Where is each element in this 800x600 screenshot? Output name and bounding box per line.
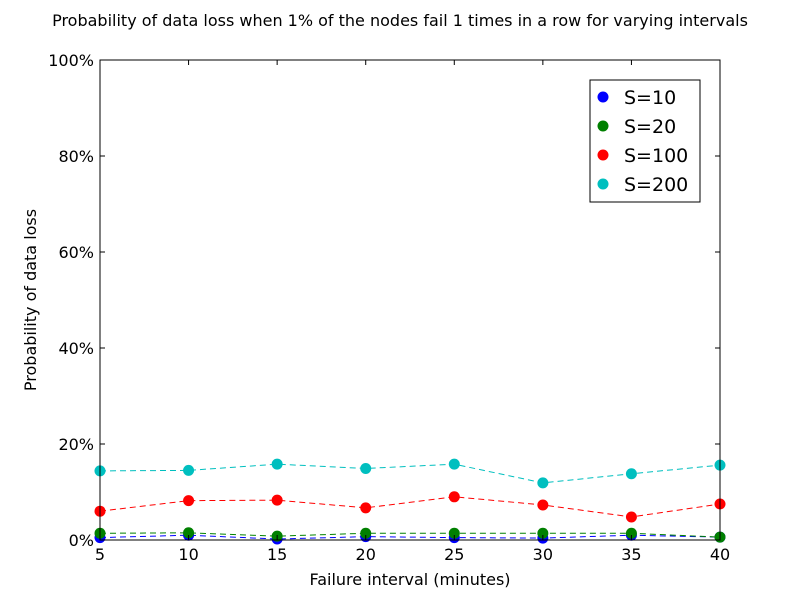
series-line-s-10: [99, 534, 721, 540]
legend-label-s-200: S=200: [624, 174, 688, 196]
data-point-s-100: [360, 502, 372, 514]
series-layer: [94, 458, 726, 545]
x-tick-label: 35: [621, 545, 641, 564]
series-line-s-20: [99, 532, 721, 538]
x-tick-label: 5: [95, 545, 105, 564]
data-point-s-200: [360, 462, 372, 474]
data-point-s-20: [537, 527, 549, 539]
x-tick-label: 20: [356, 545, 376, 564]
data-point-s-100: [537, 499, 549, 511]
data-point-s-100: [625, 511, 637, 523]
y-axis-label: Probability of data loss: [21, 209, 40, 391]
series-line-s-200: [99, 463, 721, 484]
data-point-s-100: [448, 491, 460, 503]
data-point-s-20: [183, 527, 195, 539]
x-tick-label: 25: [444, 545, 464, 564]
data-point-s-100: [271, 494, 283, 506]
data-point-s-20: [625, 527, 637, 539]
x-tick-label: 15: [267, 545, 287, 564]
data-point-s-100: [183, 495, 195, 507]
legend-marker-s-200: [597, 178, 609, 190]
legend: S=10 S=20 S=100 S=200: [589, 79, 701, 203]
legend-label-s-100: S=100: [624, 145, 688, 167]
x-axis-label: Failure interval (minutes): [309, 570, 510, 589]
y-tick-label: 20%: [58, 435, 94, 454]
y-tick-label: 40%: [58, 339, 94, 358]
legend-marker-s-20: [597, 120, 609, 132]
series-s-200: [94, 458, 726, 489]
legend-box: [589, 79, 701, 203]
chart-title: Probability of data loss when 1% of the …: [52, 11, 748, 30]
data-point-s-200: [448, 458, 460, 470]
y-tick-label: 80%: [58, 147, 94, 166]
data-point-s-200: [625, 468, 637, 480]
y-tick-label: 100%: [48, 51, 94, 70]
axes-layer: 5 10 15 20 25 30 35 40 0% 20% 40% 60% 80% 100%: [48, 51, 730, 564]
data-point-s-200: [271, 458, 283, 470]
legend-label-s-10: S=10: [624, 87, 676, 109]
y-tick-label: 0%: [69, 531, 94, 550]
data-point-s-200: [183, 464, 195, 476]
x-tick-label: 40: [710, 545, 730, 564]
legend-marker-s-100: [597, 149, 609, 161]
legend-label-s-20: S=20: [624, 116, 676, 138]
data-point-s-20: [360, 527, 372, 539]
plot-frame: [99, 59, 721, 541]
x-tick-label: 30: [533, 545, 553, 564]
data-point-s-200: [537, 477, 549, 489]
x-tick-label: 10: [178, 545, 198, 564]
series-line-s-100: [99, 496, 721, 518]
legend-marker-s-10: [597, 91, 609, 103]
y-tick-label: 60%: [58, 243, 94, 262]
data-point-s-20: [448, 527, 460, 539]
series-s-100: [94, 491, 726, 523]
